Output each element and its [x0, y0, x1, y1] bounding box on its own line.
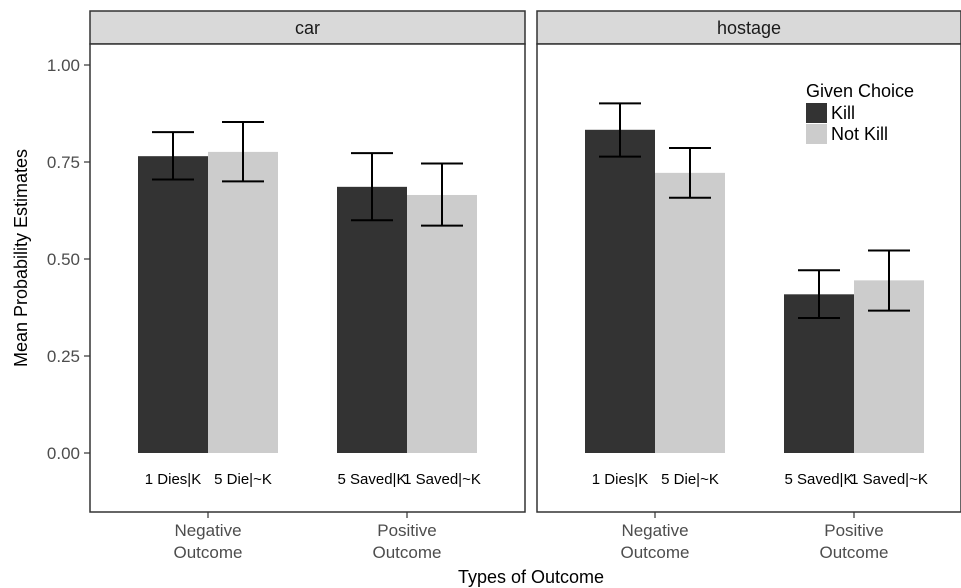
x-axis-title: Types of Outcome [458, 567, 604, 587]
legend-title: Given Choice [806, 81, 914, 101]
bar [337, 186, 407, 453]
y-tick-label: 0.00 [47, 444, 80, 463]
bar-label: 5 Saved|K [785, 471, 854, 488]
bar-label: 5 Die|~K [214, 471, 272, 488]
y-axis: 0.00 0.25 0.50 0.75 1.00 [47, 56, 90, 463]
y-tick-label: 0.75 [47, 153, 80, 172]
panel-hostage: hostage 1 Dies|K 5 Die|~K 5 Saved|K1 Saved|… [536, 10, 961, 562]
bar [138, 156, 208, 453]
bar-label: 1 Dies|K [592, 471, 648, 488]
y-tick-label: 0.25 [47, 347, 80, 366]
bar-label: 1 Dies|K [145, 471, 201, 488]
legend-key [806, 124, 827, 144]
x-group-label-line2: Outcome [621, 543, 690, 562]
x-group-label-line2: Outcome [820, 543, 889, 562]
panel-car: car 1 Dies|K 5 Die|~K 5 Saved|K1 Saved|~K Ne… [89, 10, 526, 562]
legend-key [806, 103, 827, 123]
bar-label: 5 Die|~K [661, 471, 719, 488]
bar-label: 1 Saved|~K [850, 471, 928, 488]
y-tick-label: 1.00 [47, 56, 80, 75]
x-group-label-line2: Outcome [174, 543, 243, 562]
facet-strip-label: car [295, 18, 320, 38]
legend-label: Kill [831, 103, 855, 123]
bar [655, 172, 725, 453]
facet-strip-label: hostage [717, 18, 781, 38]
y-tick-label: 0.50 [47, 250, 80, 269]
bar [407, 194, 477, 454]
bar [784, 294, 854, 453]
y-axis-title: Mean Probability Estimates [11, 149, 31, 367]
legend-label: Not Kill [831, 124, 888, 144]
facet-strip [89, 10, 526, 45]
x-group-label-line1: Negative [174, 521, 241, 540]
bar-label: 5 Saved|K [338, 471, 407, 488]
bar [208, 151, 278, 454]
x-group-label-line1: Positive [824, 521, 884, 540]
bar-label: 1 Saved|~K [403, 471, 481, 488]
x-group-label-line1: Negative [621, 521, 688, 540]
x-group-label-line1: Positive [377, 521, 437, 540]
facet-strip [536, 10, 961, 45]
x-group-label-line2: Outcome [373, 543, 442, 562]
bar [585, 129, 655, 453]
